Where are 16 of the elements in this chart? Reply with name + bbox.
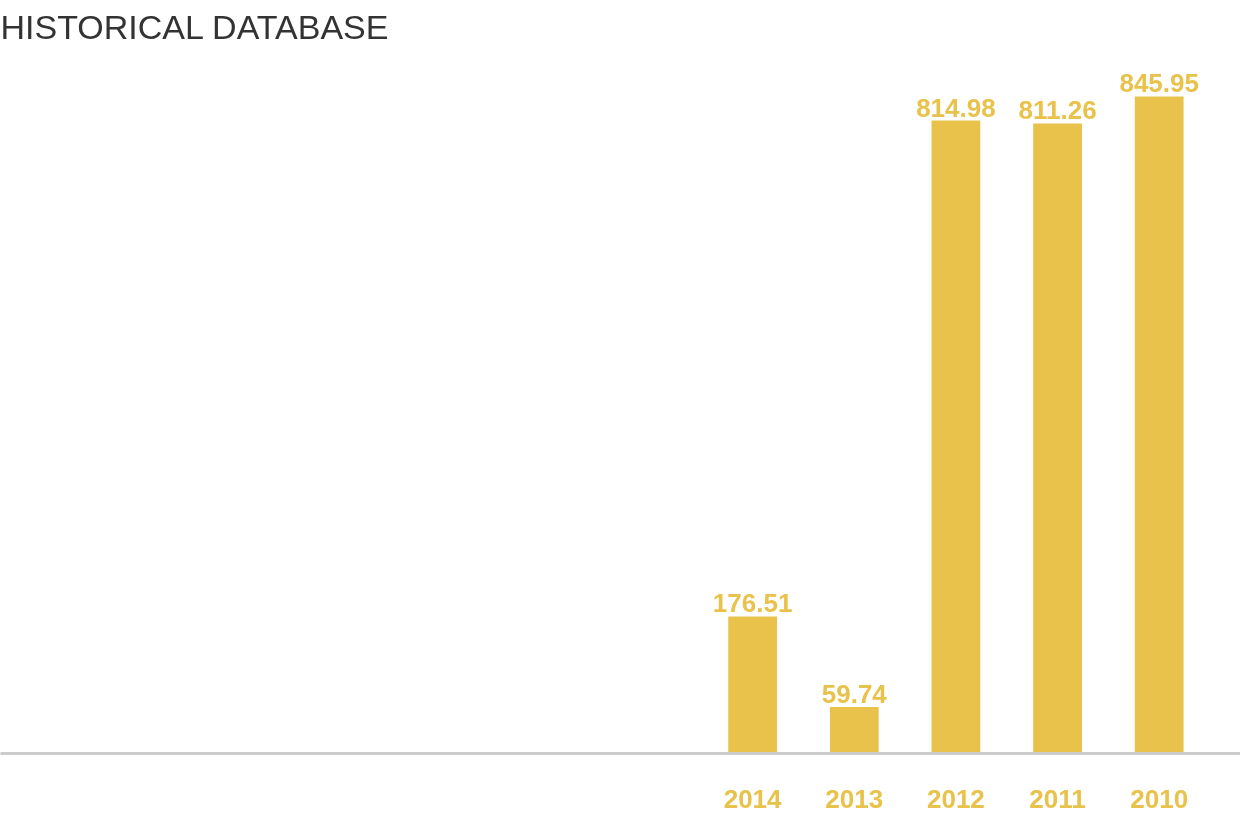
x-tick-label: 2014 — [723, 783, 783, 814]
bar — [829, 707, 879, 754]
bar — [1033, 123, 1082, 754]
x-tick-label: 2011 — [1029, 783, 1086, 814]
bar — [728, 616, 778, 754]
data-label: 811.26 — [1018, 95, 1097, 126]
x-tick-label: 2013 — [825, 783, 884, 814]
x-tick-label: 2012 — [926, 783, 985, 814]
data-label: 59.74 — [821, 679, 888, 710]
data-label: 176.51 — [712, 588, 793, 619]
data-label: 814.98 — [916, 92, 996, 123]
x-tick-label: 2010 — [1130, 783, 1189, 814]
text: HISTORICAL DATABASE — [0, 7, 389, 46]
bar — [1134, 96, 1184, 754]
bar — [931, 120, 981, 754]
data-label: 845.95 — [1119, 68, 1199, 99]
